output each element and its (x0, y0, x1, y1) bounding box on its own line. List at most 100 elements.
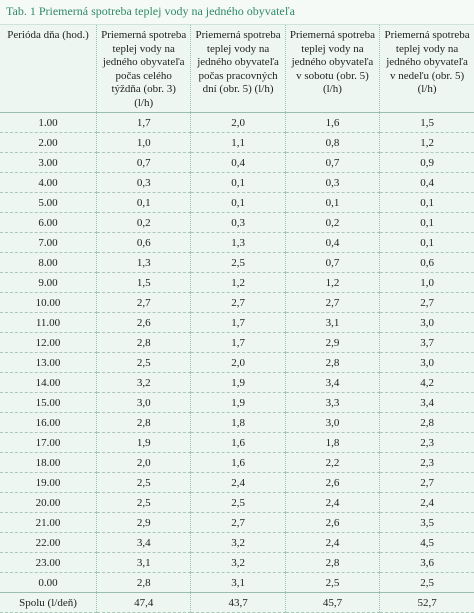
value-cell: 2,8 (95, 332, 191, 353)
value-cell: 2,6 (284, 472, 380, 493)
value-cell: 1,5 (95, 272, 191, 293)
value-cell: 1,6 (284, 112, 380, 133)
table-row: 16.00 2,8 1,8 3,0 2,8 (0, 412, 474, 433)
value-cell: 3,0 (379, 312, 474, 333)
table-row: 17.00 1,9 1,6 1,8 2,3 (0, 432, 474, 453)
table-row: 14.00 3,2 1,9 3,4 4,2 (0, 372, 474, 393)
period-cell: 20.00 (0, 492, 97, 513)
table-row: 7.00 0,6 1,3 0,4 0,1 (0, 232, 474, 253)
value-cell: 1,6 (190, 432, 286, 453)
table-row: 3.00 0,7 0,4 0,7 0,9 (0, 152, 474, 173)
period-cell: 11.00 (0, 312, 97, 333)
value-cell: 2,3 (379, 452, 474, 473)
value-cell: 2,8 (379, 412, 474, 433)
period-cell: 23.00 (0, 552, 97, 573)
period-cell: 17.00 (0, 432, 97, 453)
value-cell: 0,4 (284, 232, 380, 253)
value-cell: 1,3 (190, 232, 286, 253)
column-header: Priemerná spotreba teplej vody na jednéh… (190, 25, 286, 113)
value-cell: 2,7 (379, 472, 474, 493)
table-row: 6.00 0,2 0,3 0,2 0,1 (0, 212, 474, 233)
value-cell: 2,8 (284, 552, 380, 573)
value-cell: 2,3 (379, 432, 474, 453)
period-cell: 13.00 (0, 352, 97, 373)
value-cell: 0,1 (379, 192, 474, 213)
period-cell: 2.00 (0, 132, 97, 153)
value-cell: 0,4 (379, 172, 474, 193)
value-cell: 2,7 (190, 512, 286, 533)
period-cell: 7.00 (0, 232, 97, 253)
value-cell: 1,5 (379, 112, 474, 133)
table-row: 13.00 2,5 2,0 2,8 3,0 (0, 352, 474, 373)
table-row: 8.00 1,3 2,5 0,7 0,6 (0, 252, 474, 273)
value-cell: 2,2 (284, 452, 380, 473)
period-cell: 6.00 (0, 212, 97, 233)
value-cell: 2,9 (284, 332, 380, 353)
value-cell: 0,1 (95, 192, 191, 213)
value-cell: 0,6 (379, 252, 474, 273)
value-cell: 0,1 (284, 192, 380, 213)
period-cell: 16.00 (0, 412, 97, 433)
value-cell: 2,7 (190, 292, 286, 313)
value-cell: 2,5 (379, 572, 474, 593)
period-cell: 8.00 (0, 252, 97, 273)
value-cell: 0,7 (284, 252, 380, 273)
table-row: 1.00 1,7 2,0 1,6 1,5 (0, 112, 474, 133)
value-cell: 0,1 (190, 192, 286, 213)
table-row: 12.00 2,8 1,7 2,9 3,7 (0, 332, 474, 353)
period-cell: 21.00 (0, 512, 97, 533)
value-cell: 1,7 (190, 332, 286, 353)
value-cell: 2,5 (190, 492, 286, 513)
value-cell: 1,9 (190, 392, 286, 413)
value-cell: 2,4 (284, 492, 380, 513)
value-cell: 0,6 (95, 232, 191, 253)
value-cell: 3,4 (379, 392, 474, 413)
period-cell: 10.00 (0, 292, 97, 313)
table-body: 1.00 1,7 2,0 1,6 1,5 2.00 1,0 1,1 0,8 1,2 3.00 0,7 0… (0, 112, 474, 613)
table-header: Perióda dňa (hod.) Priemerná spotreba tep… (0, 25, 474, 113)
value-cell: 1,0 (379, 272, 474, 293)
column-header: Priemerná spotreba teplej vody na jednéh… (284, 25, 380, 113)
value-cell: 0,3 (284, 172, 380, 193)
column-header: Perióda dňa (hod.) (0, 25, 97, 113)
table-row: 2.00 1,0 1,1 0,8 1,2 (0, 132, 474, 153)
value-cell: 2,4 (190, 472, 286, 493)
value-cell: 2,8 (95, 572, 191, 593)
column-header: Priemerná spotreba teplej vody na jednéh… (379, 25, 474, 113)
value-cell: 2,5 (190, 252, 286, 273)
value-cell: 0,7 (284, 152, 380, 173)
period-cell: 3.00 (0, 152, 97, 173)
table: Perióda dňa (hod.) Priemerná spotreba tep… (0, 25, 474, 613)
period-cell: 1.00 (0, 112, 97, 133)
value-cell: 3,7 (379, 332, 474, 353)
period-cell: 12.00 (0, 332, 97, 353)
period-cell: 14.00 (0, 372, 97, 393)
table-row: 23.00 3,1 3,2 2,8 3,6 (0, 552, 474, 573)
value-cell: 1,9 (190, 372, 286, 393)
value-cell: 3,2 (190, 532, 286, 553)
value-cell: 2,0 (190, 112, 286, 133)
value-cell: 1,2 (379, 132, 474, 153)
value-cell: 2,7 (379, 292, 474, 313)
header-row: Perióda dňa (hod.) Priemerná spotreba tep… (0, 25, 474, 113)
value-cell: 0,2 (284, 212, 380, 233)
value-cell: 3,0 (284, 412, 380, 433)
period-cell: 5.00 (0, 192, 97, 213)
value-cell: 3,1 (95, 552, 191, 573)
value-cell: 1,2 (190, 272, 286, 293)
value-cell: 2,7 (284, 292, 380, 313)
value-cell: 1,6 (190, 452, 286, 473)
value-cell: 3,3 (284, 392, 380, 413)
value-cell: 0,9 (379, 152, 474, 173)
value-cell: 3,0 (95, 392, 191, 413)
value-cell: 0,1 (379, 232, 474, 253)
table-row: 18.00 2,0 1,6 2,2 2,3 (0, 452, 474, 473)
value-cell: 0,4 (190, 152, 286, 173)
column-header: Priemerná spotreba teplej vody na jednéh… (95, 25, 191, 113)
value-cell: 0,8 (284, 132, 380, 153)
value-cell: 3,0 (379, 352, 474, 373)
table-row: 15.00 3,0 1,9 3,3 3,4 (0, 392, 474, 413)
value-cell: 3,1 (284, 312, 380, 333)
table-row: 4.00 0,3 0,1 0,3 0,4 (0, 172, 474, 193)
